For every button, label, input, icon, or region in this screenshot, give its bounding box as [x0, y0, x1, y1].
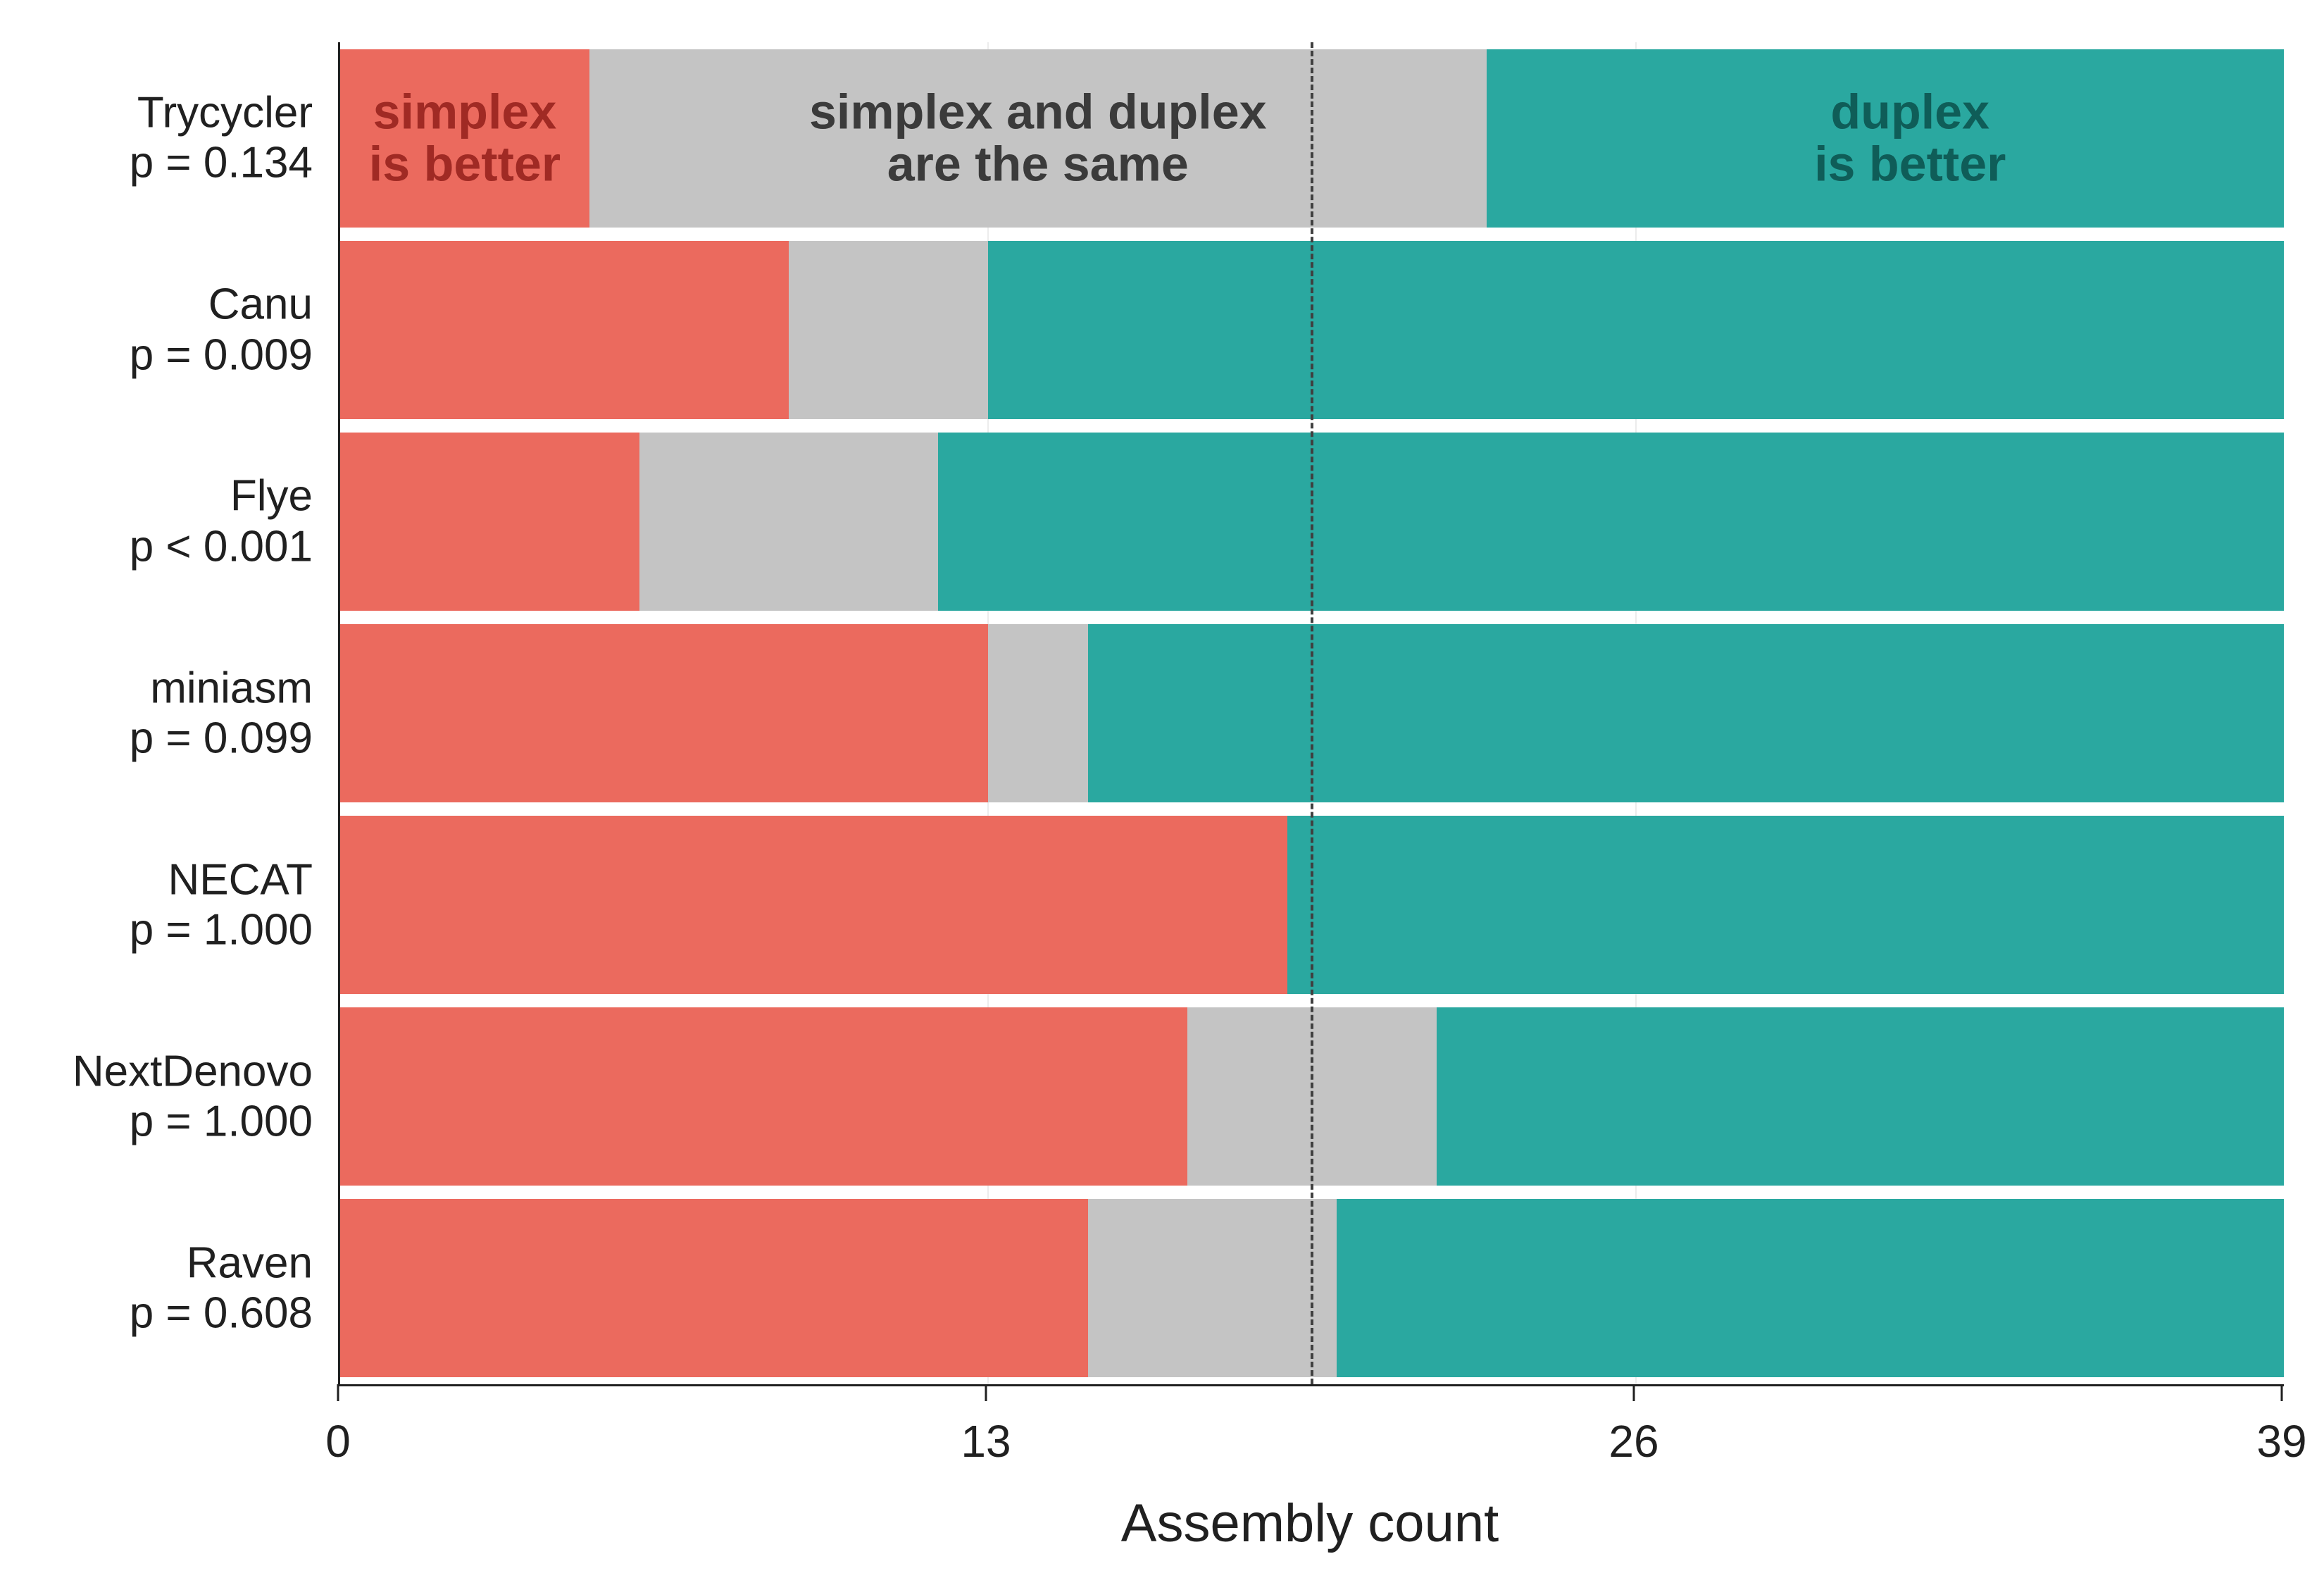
y-axis-label: Canu p = 0.009 — [130, 280, 313, 380]
x-tick-mark — [2281, 1384, 2283, 1401]
y-axis-label: miniasm p = 0.099 — [130, 663, 313, 764]
bar-segment-duplex — [1337, 1199, 2284, 1377]
bar-segment-same — [639, 433, 939, 611]
bar-segment-simplex — [340, 624, 988, 802]
x-tick-label: 13 — [961, 1415, 1011, 1467]
segment-overlay-label: simplex and duplex are the same — [809, 87, 1267, 190]
y-axis-label: Flye p < 0.001 — [130, 471, 313, 572]
bar-segment-simplex — [340, 1007, 1187, 1186]
x-tick-label: 39 — [2256, 1415, 2306, 1467]
segment-overlay-label: simplex is better — [369, 87, 561, 190]
bar-segment-simplex — [340, 241, 789, 419]
bar-segment-simplex — [340, 1199, 1088, 1377]
bar-segment-duplex — [1088, 624, 2284, 802]
y-axis-label: Raven p = 0.608 — [130, 1238, 313, 1339]
bar-segment-simplex — [340, 816, 1287, 994]
bar-segment-duplex — [938, 433, 2284, 611]
reference-vline — [1311, 42, 1313, 1384]
plot-panel: simplex is better simplex and duplex are … — [338, 42, 2284, 1386]
x-tick-label: 0 — [325, 1415, 351, 1467]
bar-segment-simplex — [340, 433, 639, 611]
x-tick-mark — [985, 1384, 987, 1401]
y-axis-label: NECAT p = 1.000 — [130, 854, 313, 955]
bar-segment-same — [789, 241, 988, 419]
x-tick-mark — [337, 1384, 339, 1401]
segment-overlay-label: duplex is better — [1814, 87, 2006, 190]
bar-segment-same — [1088, 1199, 1337, 1377]
bar-segment-same — [988, 624, 1088, 802]
x-axis-title: Assembly count — [1121, 1493, 1499, 1554]
x-tick-mark — [1633, 1384, 1635, 1401]
bar-segment-duplex — [1437, 1007, 2284, 1186]
bar-segment-duplex — [1287, 816, 2284, 994]
y-axis-label: Trycycler p = 0.134 — [130, 88, 313, 189]
x-tick-label: 26 — [1608, 1415, 1658, 1467]
stacked-bar-chart: simplex is better simplex and duplex are … — [0, 0, 2324, 1585]
bar-segment-duplex — [988, 241, 2284, 419]
y-axis-label: NextDenovo p = 1.000 — [73, 1046, 313, 1147]
